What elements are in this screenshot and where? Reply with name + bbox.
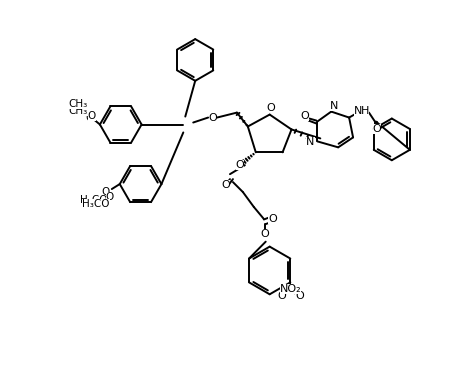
Text: CH₃: CH₃	[68, 99, 88, 109]
Text: N: N	[354, 105, 362, 116]
Text: O: O	[277, 291, 286, 301]
Text: O: O	[86, 112, 94, 123]
Text: H₃CO: H₃CO	[80, 195, 108, 205]
Text: O: O	[102, 187, 110, 197]
Text: H₃CO: H₃CO	[82, 199, 110, 209]
Text: N: N	[286, 284, 294, 294]
Text: N: N	[330, 101, 338, 110]
Text: O: O	[373, 124, 381, 135]
Text: N: N	[306, 137, 315, 147]
Text: O: O	[295, 291, 304, 301]
Text: O: O	[88, 110, 96, 121]
Text: CH₃: CH₃	[68, 105, 88, 116]
Text: O: O	[266, 103, 275, 113]
Text: O: O	[261, 229, 269, 239]
Text: H: H	[361, 105, 369, 116]
Text: O: O	[235, 160, 244, 170]
Text: O: O	[268, 214, 277, 224]
Text: O: O	[221, 180, 230, 190]
Text: NO₂: NO₂	[279, 284, 301, 294]
Text: O: O	[300, 110, 309, 121]
Text: O: O	[106, 192, 114, 202]
Text: O: O	[209, 112, 217, 123]
